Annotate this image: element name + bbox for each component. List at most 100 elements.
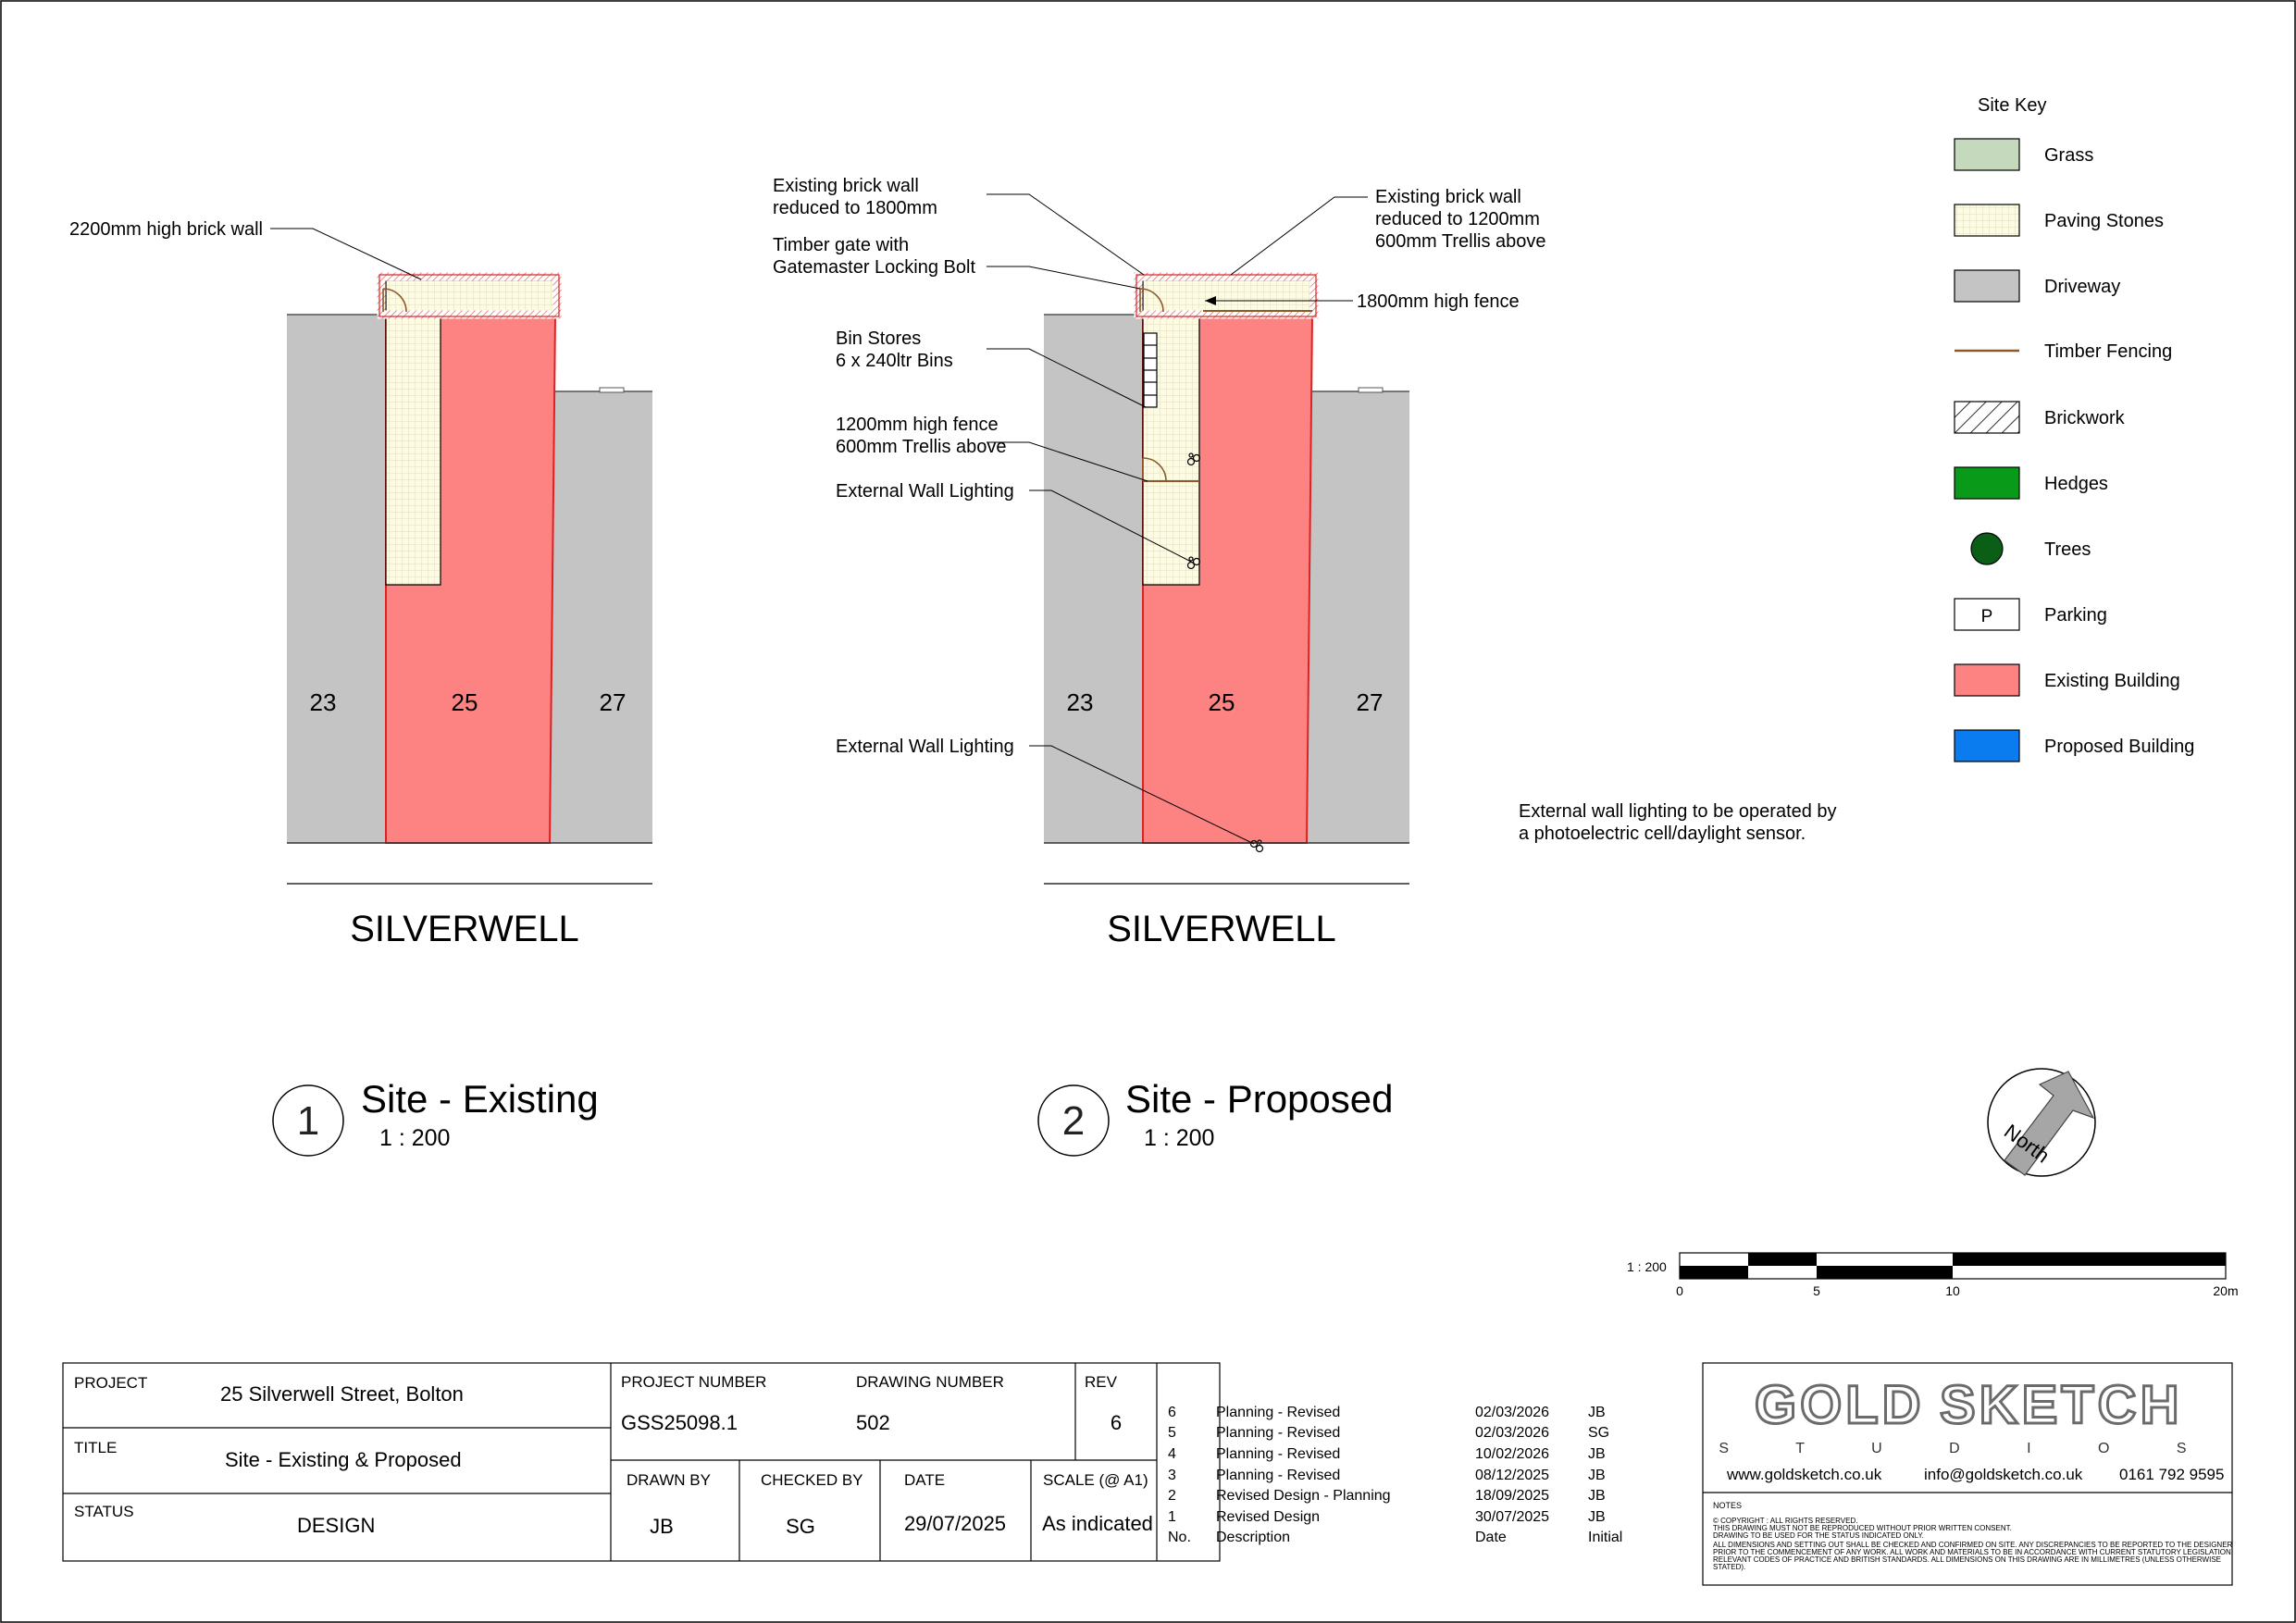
date-label: DATE bbox=[904, 1471, 945, 1489]
rev-label: REV bbox=[1085, 1373, 1118, 1391]
scale-value: As indicated bbox=[1042, 1512, 1153, 1535]
rev-row-date: 02/03/2026 bbox=[1475, 1425, 1549, 1441]
house-23-existing bbox=[287, 315, 386, 843]
status-value: DESIGN bbox=[297, 1514, 375, 1537]
checked-by-label: CHECKED BY bbox=[761, 1471, 863, 1489]
project-value: 25 Silverwell Street, Bolton bbox=[220, 1382, 464, 1406]
company-email: info@goldsketch.co.uk bbox=[1924, 1466, 2083, 1483]
project-number-value: GSS25098.1 bbox=[621, 1411, 738, 1434]
view-scale-existing: 1 : 200 bbox=[379, 1125, 450, 1151]
key-label-parking: Parking bbox=[2044, 605, 2107, 626]
key-label-grass: Grass bbox=[2044, 145, 2093, 166]
rev-row-desc: Revised Design bbox=[1216, 1509, 1320, 1525]
rev-row-no: 1 bbox=[1168, 1509, 1176, 1525]
gate-side-proposed bbox=[1142, 457, 1167, 482]
rev-header-desc: Description bbox=[1216, 1530, 1290, 1545]
rev-row-no: 3 bbox=[1168, 1468, 1176, 1483]
logo-studios: S T U D I O S bbox=[1719, 1441, 2217, 1456]
lighting-note: External wall lighting to be operated by… bbox=[1519, 801, 1842, 844]
swatch-hedges bbox=[1954, 466, 2020, 500]
key-label-existing-building: Existing Building bbox=[2044, 671, 2180, 691]
notes-heading: NOTES bbox=[1713, 1501, 1742, 1510]
rev-row-date: 18/09/2025 bbox=[1475, 1488, 1549, 1504]
north-arrow-icon bbox=[2004, 1071, 2095, 1176]
rev-header-date: Date bbox=[1475, 1530, 1507, 1545]
title-value: Site - Existing & Proposed bbox=[225, 1448, 462, 1471]
company-website: www.goldsketch.co.uk bbox=[1726, 1466, 1882, 1483]
drawn-by-label: DRAWN BY bbox=[627, 1471, 711, 1489]
rev-row-initial: JB bbox=[1588, 1446, 1606, 1462]
site-proposed-plan: 23 25 27 SILVERWELL Existing brick wall … bbox=[773, 176, 1842, 1157]
scale-tick-10: 10 bbox=[1945, 1283, 1960, 1298]
house-number-25-proposed: 25 bbox=[1209, 688, 1235, 716]
rev-row-desc: Planning - Revised bbox=[1216, 1446, 1340, 1462]
rev-row-initial: JB bbox=[1588, 1468, 1606, 1483]
rev-row-desc: Planning - Revised bbox=[1216, 1468, 1340, 1483]
rev-row-no: 6 bbox=[1168, 1405, 1176, 1420]
house-number-25-existing: 25 bbox=[452, 688, 478, 716]
label-wall-lighting-upper: External Wall Lighting bbox=[836, 481, 1014, 502]
rev-row-no: 2 bbox=[1168, 1488, 1176, 1504]
rev-row-initial: JB bbox=[1588, 1488, 1606, 1504]
rev-header-no: No. bbox=[1168, 1530, 1191, 1545]
rev-row-date: 08/12/2025 bbox=[1475, 1468, 1549, 1483]
site-key-title: Site Key bbox=[1978, 95, 2046, 116]
key-label-trees: Trees bbox=[2044, 539, 2091, 560]
label-fence-1200: 1200mm high fence 600mm Trellis above bbox=[836, 415, 1007, 457]
key-label-proposed-building: Proposed Building bbox=[2044, 737, 2194, 757]
wall-light-icon bbox=[1186, 452, 1201, 466]
gate-existing bbox=[382, 288, 407, 313]
view-scale-proposed: 1 : 200 bbox=[1144, 1125, 1214, 1151]
drawn-by-value: JB bbox=[650, 1515, 674, 1538]
swatch-existing-building bbox=[1954, 663, 2020, 697]
rev-row-desc: Revised Design - Planning bbox=[1216, 1488, 1391, 1504]
swatch-brickwork bbox=[1954, 401, 2020, 434]
rev-row-initial: SG bbox=[1588, 1425, 1609, 1441]
bin-stores bbox=[1143, 332, 1158, 408]
status-label: STATUS bbox=[74, 1503, 134, 1520]
rev-header-initial: Initial bbox=[1588, 1530, 1622, 1545]
wall-light-icon bbox=[1186, 556, 1201, 570]
rev-row-initial: JB bbox=[1588, 1509, 1606, 1525]
north-arrow: North bbox=[1987, 1068, 2096, 1177]
rev-row-date: 30/07/2025 bbox=[1475, 1509, 1549, 1525]
notes-line: PRIOR TO THE COMMENCEMENT OF ANY WORK. A… bbox=[1713, 1548, 2233, 1556]
title-block bbox=[62, 1362, 2233, 1586]
swatch-grass bbox=[1954, 138, 2020, 171]
scale-tick-0: 0 bbox=[1676, 1283, 1683, 1298]
rev-row-initial: JB bbox=[1588, 1405, 1606, 1420]
scale-bar: 1 : 200 0 5 10 20m bbox=[1627, 1252, 2239, 1298]
scale-tick-20: 20m bbox=[2213, 1283, 2238, 1298]
scale-label: SCALE (@ A1) bbox=[1043, 1471, 1148, 1489]
label-2200-brick-wall: 2200mm high brick wall bbox=[69, 219, 263, 240]
street-name-existing: SILVERWELL bbox=[350, 909, 579, 949]
site-key: Site Key P Grass Paving Stones Driveway … bbox=[1954, 95, 2194, 762]
scale-bar-ratio: 1 : 200 bbox=[1627, 1259, 1667, 1274]
rev-row-desc: Planning - Revised bbox=[1216, 1405, 1340, 1420]
rev-row-date: 02/03/2026 bbox=[1475, 1405, 1549, 1420]
view-number-1: 1 bbox=[297, 1098, 319, 1144]
rear-yard-paving-existing bbox=[385, 279, 556, 316]
street-name-proposed: SILVERWELL bbox=[1107, 909, 1336, 949]
company-phone: 0161 792 9595 bbox=[2119, 1466, 2224, 1483]
drawing-number-label: DRAWING NUMBER bbox=[856, 1373, 1004, 1391]
swatch-driveway bbox=[1954, 269, 2020, 303]
gate-proposed bbox=[1139, 288, 1164, 313]
house-number-27-existing: 27 bbox=[600, 688, 627, 716]
view-number-circle-2 bbox=[1037, 1084, 1110, 1157]
logo-word-gold: GOLD bbox=[1755, 1375, 1925, 1435]
swatch-paving bbox=[1954, 204, 2020, 237]
rev-row-no: 5 bbox=[1168, 1425, 1176, 1441]
key-label-paving: Paving Stones bbox=[2044, 211, 2164, 231]
rev-value: 6 bbox=[1111, 1411, 1122, 1434]
project-number-label: PROJECT NUMBER bbox=[621, 1373, 766, 1391]
view-number-2: 2 bbox=[1062, 1098, 1085, 1144]
key-label-brickwork: Brickwork bbox=[2044, 408, 2126, 428]
garden-paving-existing bbox=[385, 314, 441, 586]
brick-wall-existing bbox=[377, 272, 562, 319]
house-27-existing bbox=[550, 391, 652, 843]
view-title-proposed: Site - Proposed bbox=[1125, 1077, 1394, 1121]
logo-word-sketch: SKETCH bbox=[1940, 1375, 2182, 1435]
